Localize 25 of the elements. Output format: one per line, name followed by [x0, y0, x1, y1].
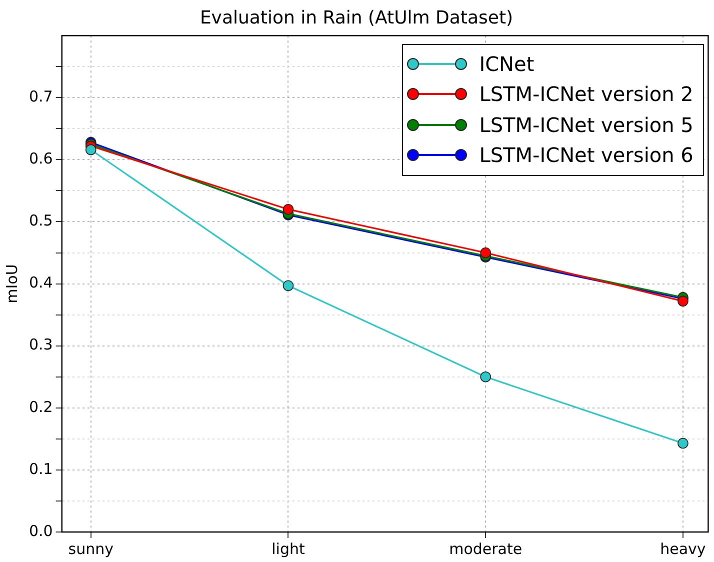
- point: [282, 204, 294, 215]
- y-tick-label: 0.3: [28, 336, 53, 354]
- y-tick-label: 0.6: [28, 150, 53, 168]
- legend-label: LSTM-ICNet version 2: [479, 82, 694, 106]
- legend-label: LSTM-ICNet version 5: [479, 112, 694, 137]
- legend-label: ICNet: [479, 52, 534, 76]
- point: [85, 144, 96, 156]
- x-tick-label: sunny: [68, 540, 114, 558]
- y-tick-label: 0.5: [28, 212, 53, 230]
- x-tick-label: light: [272, 540, 305, 558]
- legend-label: LSTM-ICNet version 6: [479, 143, 694, 168]
- chart-title: Evaluation in Rain (AtUlm Dataset): [200, 7, 514, 28]
- y-axis-title: mIoU: [2, 264, 21, 304]
- x-tick-label: moderate: [449, 540, 522, 558]
- y-tick-label: 0.7: [28, 88, 53, 106]
- y-tick-label: 0.4: [28, 274, 53, 292]
- y-tick-label: 0.0: [28, 522, 53, 540]
- point: [678, 438, 688, 449]
- y-tick-label: 0.2: [28, 398, 53, 416]
- point: [282, 280, 294, 292]
- x-tick-label: heavy: [660, 540, 706, 558]
- point: [480, 371, 491, 382]
- point: [480, 247, 491, 258]
- y-tick-label: 0.1: [28, 460, 53, 478]
- point: [678, 296, 688, 307]
